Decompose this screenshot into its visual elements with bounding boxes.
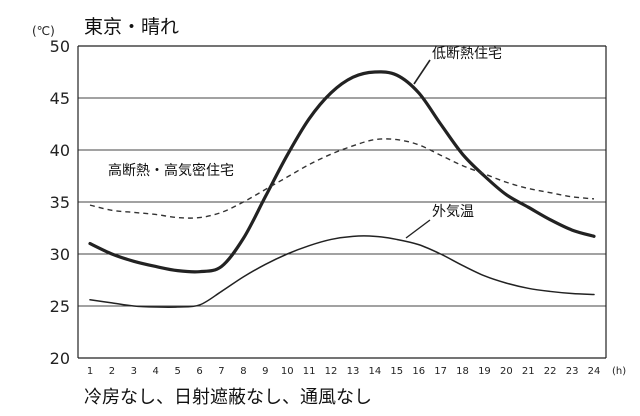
x-tick-label: 8 — [240, 366, 246, 377]
series-label-low-insulation: 低断熱住宅 — [432, 46, 502, 62]
x-unit-label: (h) — [612, 366, 626, 377]
x-tick-label: 1 — [87, 366, 93, 377]
x-tick-label: 9 — [262, 366, 268, 377]
x-tick-label: 12 — [325, 366, 338, 377]
x-tick-label: 14 — [369, 366, 382, 377]
y-tick-label: 20 — [50, 349, 70, 368]
x-tick-label: 7 — [218, 366, 224, 377]
x-tick-label: 19 — [478, 366, 491, 377]
series-label-high-insulation: 高断熱・高気密住宅 — [108, 162, 234, 179]
x-tick-label: 5 — [174, 366, 180, 377]
series-labels: 低断熱住宅 高断熱・高気密住宅 外気温 — [108, 46, 502, 239]
y-unit-label: (℃) — [32, 24, 55, 38]
x-tick-label: 3 — [131, 366, 137, 377]
x-tick-label: 4 — [153, 366, 159, 377]
x-tick-label: 15 — [390, 366, 403, 377]
x-tick-label: 17 — [434, 366, 447, 377]
x-tick-label: 2 — [109, 366, 115, 377]
series-pointer-outdoor-temp — [405, 219, 431, 239]
y-tick-label: 25 — [50, 297, 70, 316]
x-tick-label: 13 — [347, 366, 360, 377]
y-tick-label: 50 — [50, 37, 70, 56]
series-outdoor-temp — [89, 235, 595, 308]
series-high-insulation — [89, 138, 595, 219]
x-tick-label: 11 — [303, 366, 316, 377]
y-tick-label: 35 — [50, 193, 70, 212]
x-tick-label: 21 — [522, 366, 535, 377]
x-tick-label: 22 — [544, 366, 557, 377]
series-lines — [88, 70, 596, 308]
series-label-outdoor-temp: 外気温 — [432, 204, 474, 220]
series-pointer-low-insulation — [413, 59, 431, 85]
grid-lines — [78, 97, 606, 307]
series-low-insulation — [88, 70, 596, 274]
y-tick-label: 30 — [50, 245, 70, 264]
x-tick-label: 6 — [196, 366, 202, 377]
x-tick-label: 24 — [588, 366, 601, 377]
x-tick-label: 18 — [456, 366, 469, 377]
x-tick-label: 23 — [566, 366, 579, 377]
chart-caption: 冷房なし、日射遮蔽なし、通風なし — [84, 387, 372, 408]
y-tick-label: 45 — [50, 89, 70, 108]
chart-title: 東京・晴れ — [84, 16, 179, 38]
y-tick-label: 40 — [50, 141, 70, 160]
x-axis-ticks: 1 2 3 4 5 6 7 8 9 10 11 12 13 14 15 16 17 18 19 20 21 22 23 24 — [87, 366, 601, 377]
x-tick-label: 10 — [281, 366, 294, 377]
plot-frame — [77, 45, 607, 359]
x-tick-label: 20 — [500, 366, 513, 377]
y-axis-ticks: 20 25 30 35 40 45 50 — [50, 37, 70, 368]
x-tick-label: 16 — [412, 366, 425, 377]
